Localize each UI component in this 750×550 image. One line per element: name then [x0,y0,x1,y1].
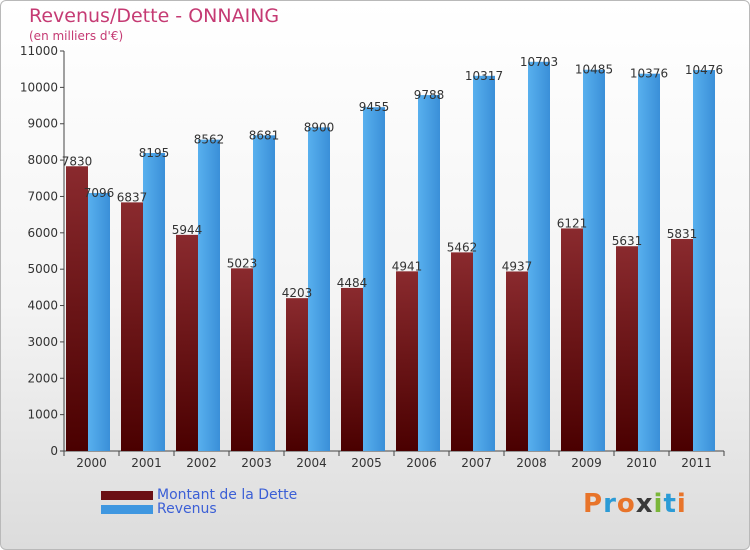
revenue-bar [253,135,275,451]
debt-bar [506,271,528,451]
debt-value-label: 5944 [172,223,203,237]
debt-value-label: 4484 [337,276,368,290]
x-tick-label: 2007 [461,456,492,470]
debt-bar [286,298,308,451]
revenue-value-label: 8900 [304,120,335,134]
revenue-value-label: 10376 [630,67,668,81]
y-tick-label: 0 [50,444,58,458]
revenue-value-label: 10476 [685,63,723,77]
debt-bar [231,268,253,451]
revenue-value-label: 8681 [249,128,280,142]
x-tick-label: 2011 [681,456,712,470]
revenue-bar [88,192,110,452]
revenue-bar [418,95,440,451]
revenue-bar [473,75,495,451]
y-axis: 0 1000 2000 3000 4000 5000 6000 7000 8000 9000 100… [20,44,65,458]
revenue-value-label: 8562 [194,133,225,147]
x-tick-label: 2002 [186,456,217,470]
y-tick-label: 11000 [20,44,58,58]
y-tick-label: 2000 [27,371,58,385]
chart-subtitle: (en milliers d'€) [29,29,124,43]
revenue-bar [308,127,330,451]
proxiti-logo: Proxiti [583,489,687,519]
debt-value-label: 6121 [557,216,588,230]
y-tick-label: 7000 [27,189,58,203]
x-tick-label: 2008 [516,456,547,470]
y-tick-label: 6000 [27,226,58,240]
debt-value-label: 5023 [227,256,258,270]
debt-bar [121,202,143,451]
debt-bar [616,246,638,451]
revenue-bar [583,69,605,452]
revenue-value-label: 7096 [84,186,115,200]
debt-bar [396,271,418,451]
logo-letter: r [603,489,617,519]
debt-value-label: 5831 [667,227,698,241]
logo-letter: i [676,489,687,519]
x-tick-label: 2005 [351,456,382,470]
x-tick-label: 2001 [131,456,162,470]
legend-swatch-debt [101,491,153,500]
debt-value-label: 6837 [117,190,148,204]
revenue-value-label: 10703 [520,55,558,69]
revenue-value-label: 10317 [465,69,503,83]
debt-value-label: 4941 [392,259,423,273]
debt-bar [451,252,473,451]
debt-bar [176,234,198,451]
x-tick-label: 2000 [76,456,107,470]
revenue-bar [693,70,715,452]
revenue-bar [528,61,550,452]
logo-letter: x [635,489,654,519]
legend-label-revenue: Revenus [157,501,217,517]
x-tick-label: 2010 [626,456,657,470]
revenue-bar [363,107,385,451]
x-tick-label: 2004 [296,456,327,470]
debt-value-label: 4203 [282,286,313,300]
debt-bar [671,238,693,451]
x-tick-label: 2006 [406,456,437,470]
logo-letter: t [663,489,677,519]
debt-value-label: 5462 [447,240,478,254]
x-axis: 2000 2001 2002 2003 2004 2005 2006 2007 2008 2009… [63,450,725,470]
chart-title: Revenus/Dette - ONNAING [29,5,280,27]
legend-swatch-revenue [101,505,153,514]
debt-bar [561,228,583,451]
bars [66,61,715,452]
revenue-bar [198,139,220,451]
y-tick-label: 1000 [27,408,58,422]
y-tick-label: 3000 [27,335,58,349]
y-tick-label: 10000 [20,80,58,94]
y-tick-label: 8000 [27,153,58,167]
y-tick-label: 5000 [27,262,58,276]
debt-value-label: 5631 [612,234,643,248]
revenue-value-label: 9455 [359,100,390,114]
x-tick-label: 2003 [241,456,272,470]
revenue-bar [143,153,165,451]
y-tick-label: 4000 [27,299,58,313]
debt-bar [341,287,363,451]
x-tick-label: 2009 [571,456,602,470]
logo-letter: o [616,489,636,519]
debt-bar [66,166,88,452]
revenue-value-label: 10485 [575,63,613,77]
legend-label-debt: Montant de la Dette [157,487,298,503]
debt-value-label: 7830 [62,154,93,168]
revenue-value-label: 8195 [139,146,170,160]
y-tick-label: 9000 [27,117,58,131]
value-labels: 7830 6837 5944 5023 4203 4484 4941 5462 4937 6121… [62,55,723,300]
revenue-bar [638,73,660,451]
debt-value-label: 4937 [502,259,533,273]
revenue-value-label: 9788 [414,88,445,102]
logo-letter: P [583,489,604,519]
logo-letter: i [653,489,664,519]
